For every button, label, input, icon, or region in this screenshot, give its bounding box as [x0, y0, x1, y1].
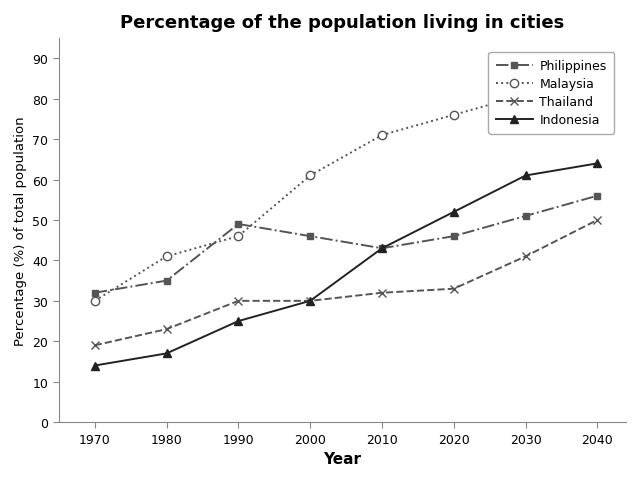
Philippines	[234, 222, 242, 228]
Indonesia	[593, 161, 601, 167]
Y-axis label: Percentage (%) of total population: Percentage (%) of total population	[14, 116, 27, 345]
Malaysia	[378, 133, 386, 139]
Malaysia	[307, 173, 314, 179]
Malaysia	[234, 234, 242, 240]
Malaysia	[522, 93, 529, 98]
Line: Philippines: Philippines	[92, 193, 601, 297]
Indonesia	[307, 299, 314, 304]
Thailand	[307, 299, 314, 304]
Thailand	[91, 343, 99, 348]
Malaysia	[163, 254, 170, 260]
Indonesia	[378, 246, 386, 252]
Philippines	[593, 193, 601, 199]
Legend: Philippines, Malaysia, Thailand, Indonesia: Philippines, Malaysia, Thailand, Indones…	[488, 53, 614, 135]
Thailand	[163, 326, 170, 332]
Indonesia	[163, 351, 170, 357]
Thailand	[234, 299, 242, 304]
Line: Thailand: Thailand	[91, 216, 602, 350]
Thailand	[450, 286, 458, 292]
Indonesia	[522, 173, 529, 179]
Philippines	[522, 214, 529, 219]
X-axis label: Year: Year	[323, 451, 362, 466]
Thailand	[593, 217, 601, 223]
Malaysia	[450, 113, 458, 119]
Indonesia	[450, 210, 458, 216]
Philippines	[163, 278, 170, 284]
Malaysia	[91, 299, 99, 304]
Philippines	[378, 246, 386, 252]
Philippines	[307, 234, 314, 240]
Title: Percentage of the population living in cities: Percentage of the population living in c…	[120, 14, 564, 32]
Line: Malaysia: Malaysia	[91, 83, 602, 305]
Thailand	[378, 290, 386, 296]
Line: Indonesia: Indonesia	[91, 160, 602, 370]
Philippines	[450, 234, 458, 240]
Malaysia	[593, 84, 601, 90]
Thailand	[522, 254, 529, 260]
Indonesia	[234, 319, 242, 324]
Philippines	[91, 290, 99, 296]
Indonesia	[91, 363, 99, 369]
